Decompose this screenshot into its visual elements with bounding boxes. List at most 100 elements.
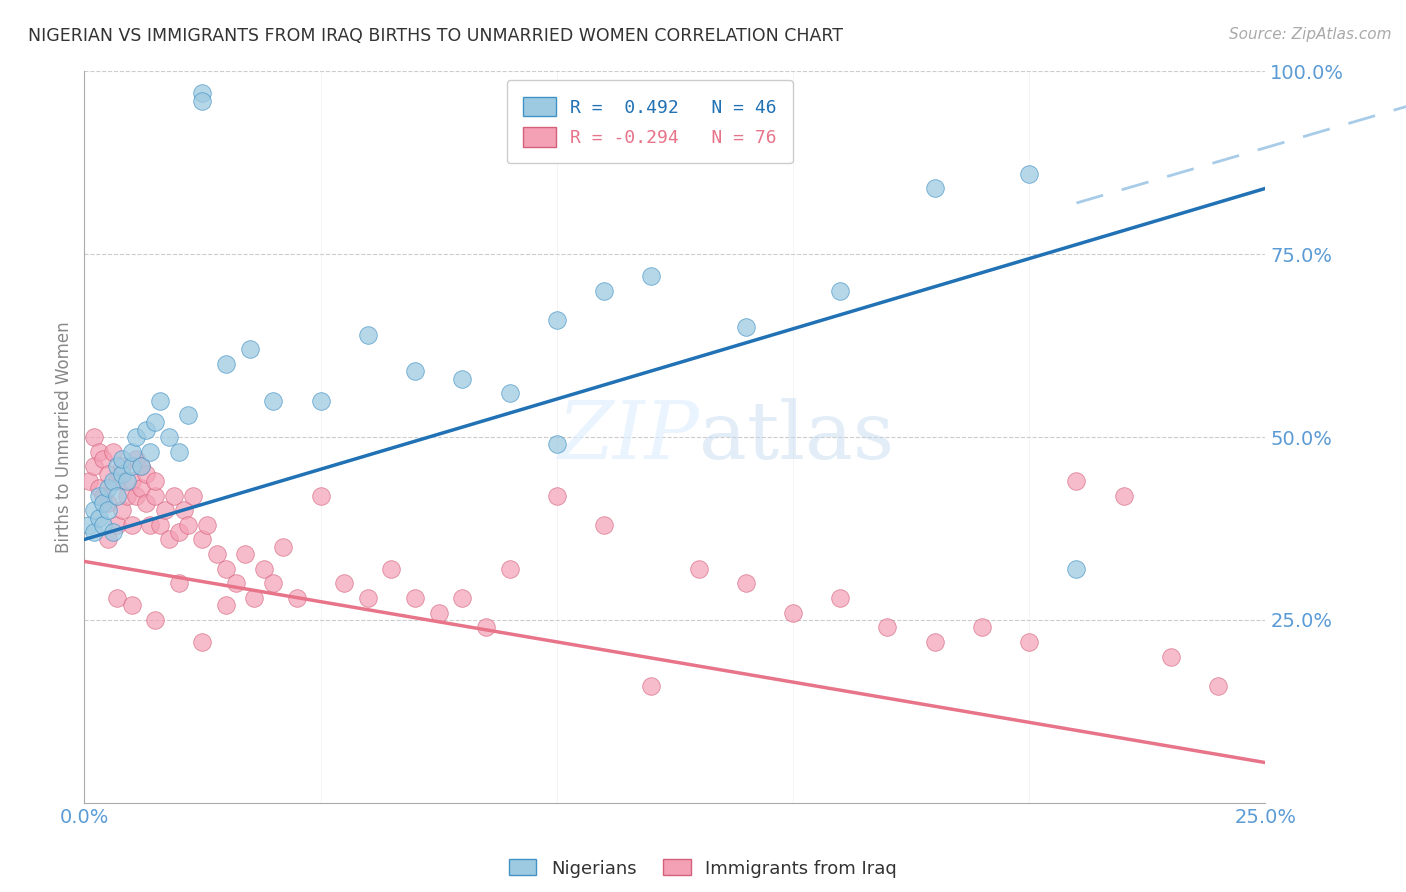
Point [195,517,218,532]
Point [333,576,356,591]
Point [87,481,110,495]
Point [107,474,129,488]
Point [546,437,568,451]
Point [91,496,114,510]
Point [143,489,166,503]
Point [91,489,114,503]
Point [107,517,129,532]
Point [143,416,166,430]
Point [115,489,138,503]
Point [427,606,450,620]
Point [135,423,157,437]
Point [149,393,172,408]
Point [125,452,148,467]
Point [205,547,228,561]
Point [111,467,134,481]
Point [87,444,110,458]
Point [135,496,157,510]
Point [97,533,120,547]
Text: Source: ZipAtlas.com: Source: ZipAtlas.com [1229,27,1392,42]
Point [640,269,662,284]
Point [149,517,172,532]
Point [233,547,256,561]
Point [139,444,162,458]
Point [167,525,190,540]
Point [593,284,616,298]
Point [107,489,129,503]
Point [734,320,756,334]
Point [924,181,946,195]
Point [215,599,238,613]
Point [253,562,276,576]
Point [830,284,852,298]
Point [271,540,294,554]
Point [688,562,710,576]
Point [121,517,143,532]
Point [111,452,134,467]
Point [83,459,105,474]
Point [107,591,129,605]
Point [1018,167,1040,181]
Point [129,459,152,474]
Legend: R =  0.492   N = 46, R = -0.294   N = 76: R = 0.492 N = 46, R = -0.294 N = 76 [506,80,793,163]
Point [285,591,308,605]
Point [357,327,380,342]
Point [135,467,157,481]
Point [451,371,474,385]
Point [546,489,568,503]
Point [191,87,214,101]
Point [309,489,332,503]
Point [167,444,190,458]
Point [876,620,898,634]
Point [970,620,993,634]
Point [309,393,332,408]
Point [163,489,186,503]
Point [262,576,284,591]
Point [640,679,662,693]
Point [1018,635,1040,649]
Point [107,459,129,474]
Point [91,452,114,467]
Point [239,343,262,357]
Point [97,496,120,510]
Point [924,635,946,649]
Point [225,576,247,591]
Point [91,517,114,532]
Point [129,459,152,474]
Point [111,459,134,474]
Point [153,503,176,517]
Y-axis label: Births to Unmarried Women: Births to Unmarried Women [55,321,73,553]
Point [101,525,124,540]
Point [215,562,238,576]
Text: NIGERIAN VS IMMIGRANTS FROM IRAQ BIRTHS TO UNMARRIED WOMEN CORRELATION CHART: NIGERIAN VS IMMIGRANTS FROM IRAQ BIRTHS … [28,27,844,45]
Point [83,430,105,444]
Point [121,444,143,458]
Point [498,562,520,576]
Point [111,503,134,517]
Point [1066,562,1088,576]
Point [177,517,200,532]
Text: ZIP: ZIP [557,399,699,475]
Point [215,357,238,371]
Point [1066,474,1088,488]
Point [593,517,616,532]
Point [404,364,426,378]
Point [1206,679,1229,693]
Point [125,489,148,503]
Point [83,525,105,540]
Point [191,635,214,649]
Point [498,386,520,401]
Point [97,467,120,481]
Point [262,393,284,408]
Point [121,459,143,474]
Point [143,613,166,627]
Point [173,503,195,517]
Point [782,606,804,620]
Point [97,503,120,517]
Point [97,481,120,495]
Point [191,533,214,547]
Point [115,474,138,488]
Point [125,430,148,444]
Point [357,591,380,605]
Point [129,481,152,495]
